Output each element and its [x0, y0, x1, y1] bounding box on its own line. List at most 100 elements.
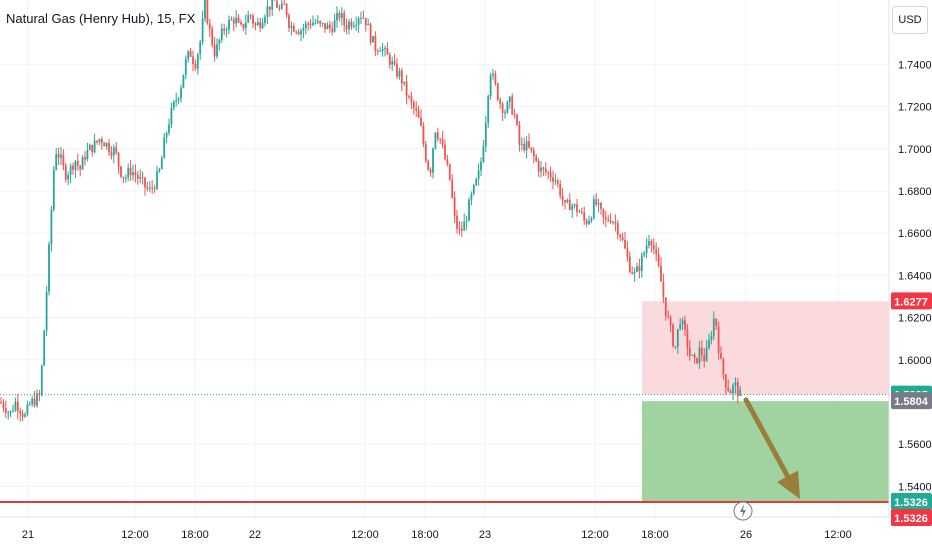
- candle-down: [110, 152, 113, 156]
- x-tick-label: 18:00: [411, 529, 439, 541]
- candle-down: [259, 21, 262, 29]
- take-profit-zone: [642, 401, 889, 503]
- candle-down: [309, 24, 312, 26]
- candle-down: [369, 24, 372, 43]
- candle-down: [614, 221, 617, 224]
- candle-down: [242, 23, 245, 29]
- candle-up: [732, 385, 734, 394]
- candle-up: [355, 24, 358, 26]
- candle-down: [669, 317, 672, 325]
- candle-up: [573, 204, 576, 206]
- candle-up: [7, 412, 10, 414]
- y-tick-label: 1.6600: [898, 228, 932, 240]
- candle-down: [580, 211, 583, 213]
- candle-up: [472, 184, 475, 194]
- candle-down: [600, 202, 602, 209]
- candle-down: [136, 175, 139, 179]
- candle-up: [708, 339, 710, 348]
- candle-down: [595, 199, 598, 205]
- candle-down: [345, 25, 348, 30]
- time-axis[interactable]: 21 12:00 18:00 22 12:00 18:00 23 12:00 18:00 26 12…: [22, 529, 852, 541]
- price-label-box: [891, 292, 932, 310]
- candle-up: [372, 36, 374, 43]
- candle-up: [578, 211, 581, 213]
- candle-up: [314, 22, 317, 24]
- candle-up: [228, 19, 230, 30]
- candle-up: [597, 202, 600, 205]
- lightning-bolt: [740, 504, 746, 519]
- candle-down: [696, 357, 698, 364]
- candle-down: [609, 220, 612, 223]
- candle-down: [444, 144, 446, 160]
- candle-down: [96, 140, 98, 143]
- candle-down: [672, 324, 674, 347]
- candle-down: [19, 411, 22, 414]
- candle-down: [424, 143, 427, 161]
- candle-up: [482, 146, 485, 162]
- candle-up: [218, 39, 221, 45]
- candle-down: [307, 23, 310, 25]
- candle-down: [237, 17, 240, 23]
- candle-down: [664, 297, 667, 316]
- candle-up: [290, 25, 293, 28]
- price-label-box: [891, 509, 932, 527]
- candle-down: [564, 200, 566, 203]
- x-tick-label: 18:00: [641, 529, 669, 541]
- alert-marker[interactable]: [733, 501, 753, 521]
- candle-down: [278, 7, 281, 9]
- candle-down: [530, 147, 533, 151]
- candle-down: [513, 114, 516, 116]
- candle-down: [38, 393, 41, 395]
- y-tick-label: 1.5400: [898, 481, 932, 493]
- candle-down: [638, 266, 641, 272]
- candle-up: [540, 167, 542, 172]
- candle-up: [520, 143, 523, 145]
- candle-up: [645, 245, 648, 253]
- candle-up: [504, 112, 506, 114]
- candle-up: [105, 142, 108, 147]
- candle-up: [148, 187, 151, 189]
- x-tick-label: 22: [249, 529, 261, 541]
- candle-up: [391, 61, 394, 65]
- candle-down: [715, 318, 718, 327]
- candle-up: [187, 51, 190, 60]
- candle-down: [213, 44, 216, 57]
- candle-up: [336, 12, 338, 21]
- candle-down: [451, 179, 454, 198]
- candle-down: [429, 169, 432, 173]
- candle-down: [393, 61, 396, 64]
- candle-up: [434, 132, 437, 149]
- candle-up: [26, 404, 29, 415]
- candle-up: [470, 193, 473, 200]
- candle-down: [499, 99, 502, 104]
- candle-down: [223, 28, 226, 31]
- candle-up: [348, 21, 350, 30]
- x-tick-label: 26: [740, 529, 752, 541]
- candle-up: [266, 6, 269, 17]
- candle-up: [127, 167, 130, 178]
- candle-down: [374, 36, 377, 51]
- currency-button[interactable]: USD: [892, 6, 928, 34]
- candle-down: [576, 204, 578, 213]
- candle-down: [585, 220, 588, 224]
- candle-up: [244, 22, 247, 29]
- candle-down: [122, 176, 125, 179]
- candle-down: [626, 248, 629, 257]
- candle-up: [340, 13, 343, 19]
- candle-down: [535, 156, 538, 161]
- candle-up: [220, 28, 223, 40]
- candle-up: [432, 148, 434, 173]
- candle-up: [477, 170, 480, 179]
- price-axis[interactable]: 1.7400 1.7200 1.7000 1.6800 1.6600 1.6400 1.62…: [898, 59, 932, 493]
- candle-up: [326, 24, 329, 30]
- candle-up: [739, 389, 742, 397]
- candle-up: [86, 150, 89, 160]
- candle-down: [460, 228, 463, 231]
- candle-down: [141, 177, 144, 179]
- candle-up: [43, 330, 46, 366]
- candle-up: [590, 218, 593, 221]
- candle-up: [698, 347, 701, 364]
- candle-down: [194, 64, 197, 69]
- symbol-title[interactable]: Natural Gas (Henry Hub), 15, FX: [6, 11, 196, 26]
